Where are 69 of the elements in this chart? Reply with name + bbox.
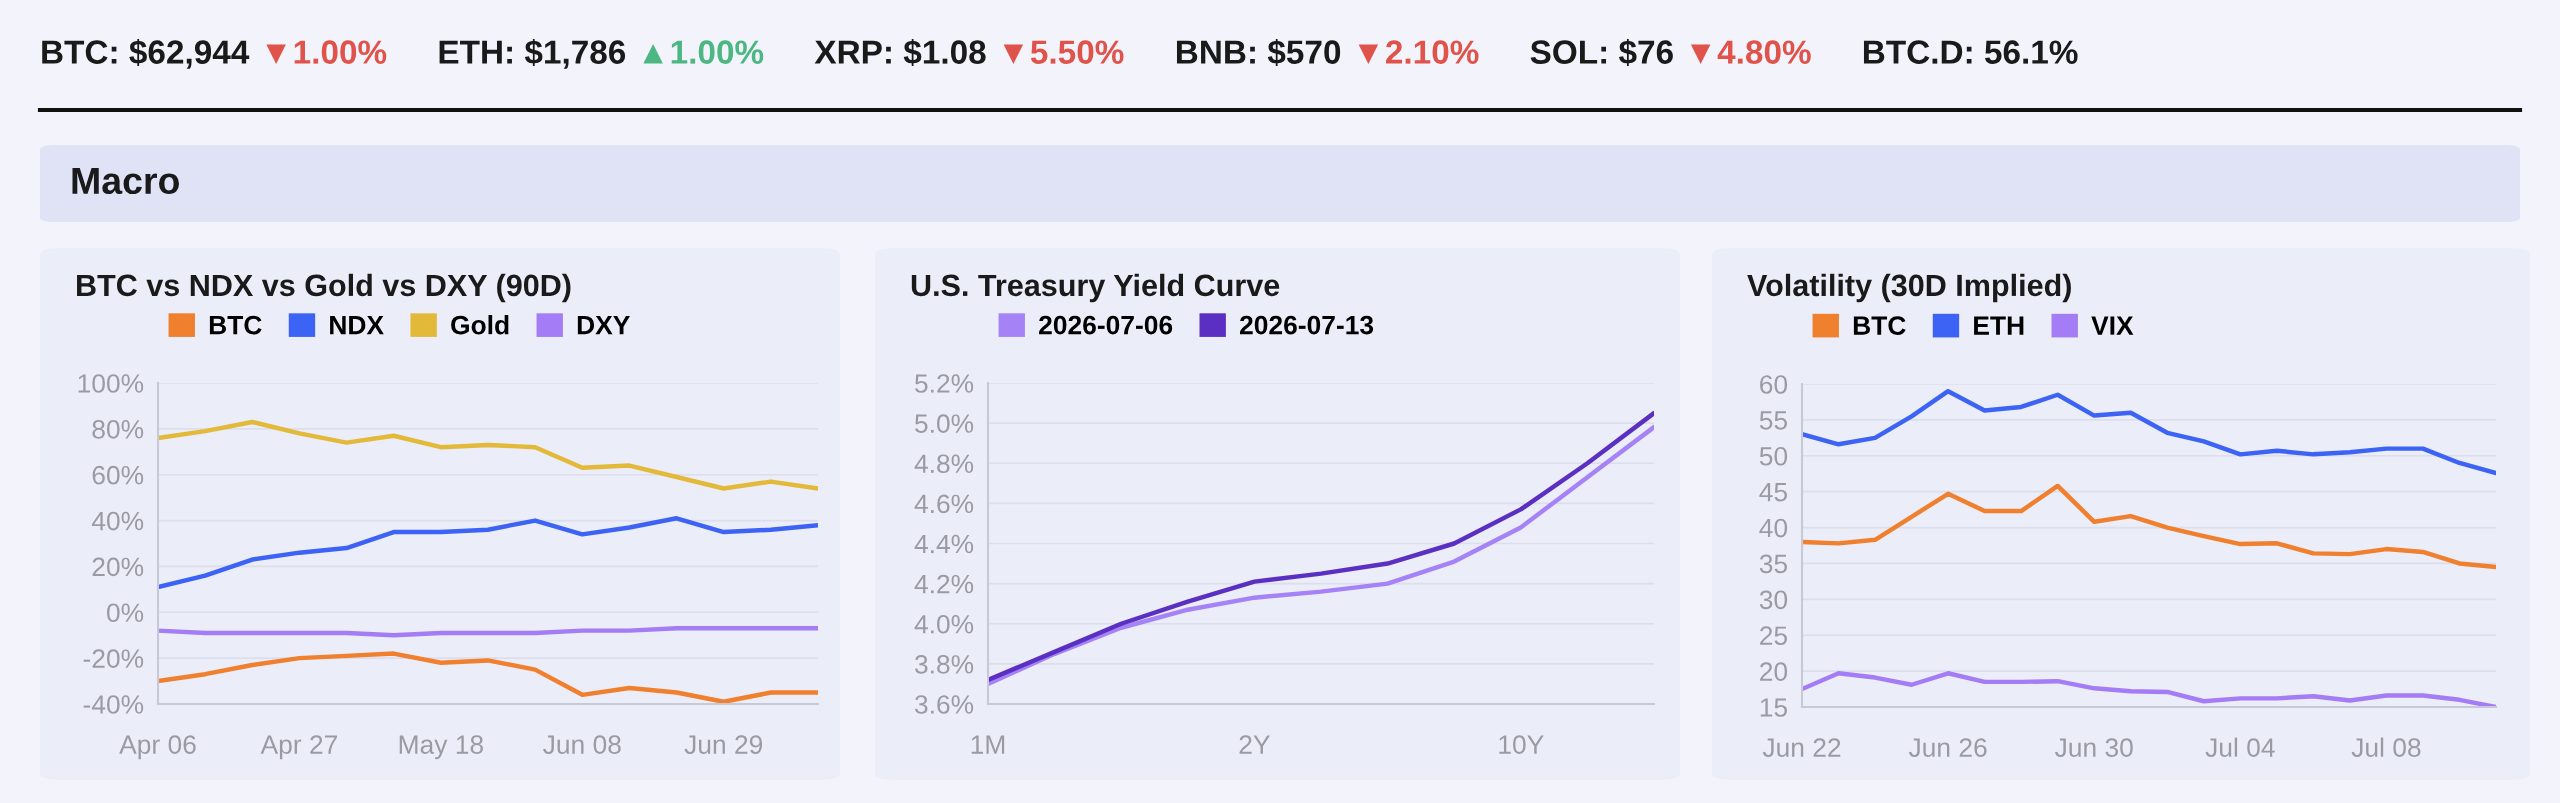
y-tick-label: 15: [1760, 698, 1788, 717]
line-series: [158, 419, 818, 491]
y-tick-label: 5.2%: [915, 374, 974, 393]
y-tick-label: 4.4%: [914, 534, 974, 554]
text: ETH: $1,786: [439, 38, 626, 69]
y-tick-label: 100%: [78, 374, 144, 393]
x-tick-label: Jun 08: [543, 735, 621, 754]
x-tick-label: Jun 22: [1762, 738, 1841, 757]
legend-label: Gold: [451, 315, 509, 335]
y-tick-label: 35: [1759, 554, 1788, 574]
text: BNB: $570: [1176, 38, 1341, 67]
y-tick-label: 50: [1759, 446, 1788, 466]
y-tick-label: 0%: [107, 603, 144, 623]
y-tick-label: 4.0%: [914, 614, 974, 634]
y-tick-label: 55: [1759, 411, 1788, 430]
text: Macro: [72, 167, 179, 195]
y-tick-label: 3.8%: [914, 655, 974, 674]
x-tick-label: Apr 27: [260, 735, 337, 760]
line-series: [1802, 388, 2496, 476]
y-tick-label: 4.6%: [914, 494, 974, 514]
y-tick-label: 4.8%: [914, 454, 974, 474]
x-tick-label: 2Y: [1239, 735, 1270, 754]
legend-label: BTC: [1853, 316, 1906, 335]
legend-label: 2026-07-06: [1039, 315, 1173, 335]
y-tick-label: 60%: [92, 465, 144, 485]
y-tick-label: 25: [1760, 626, 1788, 646]
y-tick-label: -20%: [83, 649, 144, 668]
chart-title: BTC vs NDX vs Gold vs DXY (90D): [77, 273, 571, 303]
legend-label: NDX: [330, 316, 384, 335]
text: XRP: $1.08: [814, 38, 986, 67]
y-tick-label: 5.0%: [915, 414, 974, 433]
y-tick-label: 40: [1759, 518, 1788, 538]
text: BTC: $62,944: [42, 38, 250, 69]
x-tick-label: Jun 29: [684, 735, 763, 754]
text: BTC.D: 56.1%: [1863, 40, 2078, 64]
line-series: [158, 626, 818, 638]
x-tick-label: Jun 26: [1908, 738, 1987, 757]
y-tick-label: 3.6%: [914, 695, 974, 714]
y-tick-label: 60: [1760, 375, 1788, 394]
legend-label: BTC: [209, 315, 262, 335]
chart-title: U.S. Treasury Yield Curve: [911, 273, 1280, 303]
y-tick-label: -40%: [83, 695, 144, 714]
x-tick-label: Jun 30: [2055, 738, 2133, 757]
x-tick-label: Jul 04: [2205, 737, 2275, 757]
x-tick-label: Jul 08: [2351, 737, 2421, 757]
text: ▼5.50%: [1003, 40, 1124, 65]
x-tick-label: Apr 06: [119, 735, 196, 760]
text: ▼4.80%: [1690, 40, 1811, 65]
text: SOL: $76: [1530, 38, 1673, 67]
y-tick-label: 20%: [92, 557, 144, 577]
legend-label: DXY: [577, 316, 630, 335]
text: ▼1.00%: [266, 40, 387, 65]
y-tick-label: 4.2%: [914, 574, 974, 594]
y-tick-label: 20: [1760, 662, 1788, 681]
y-tick-label: 45: [1759, 483, 1788, 502]
x-tick-label: 1M: [971, 735, 1005, 754]
text: ▼2.10%: [1358, 40, 1479, 65]
text: ▲1.00%: [643, 40, 764, 64]
chart-title: Volatility (30D Implied): [1747, 273, 2071, 303]
y-tick-label: 30: [1759, 590, 1788, 610]
line-series: [1802, 483, 2496, 570]
legend-label: 2026-07-13: [1240, 315, 1374, 335]
x-tick-label: 10Y: [1499, 735, 1544, 754]
legend-label: VIX: [2091, 316, 2134, 335]
legend-label: ETH: [1974, 316, 2024, 335]
y-tick-label: 80%: [92, 419, 144, 439]
y-tick-label: 40%: [91, 511, 144, 531]
x-tick-label: May 18: [399, 735, 483, 760]
line-series: [158, 516, 818, 590]
